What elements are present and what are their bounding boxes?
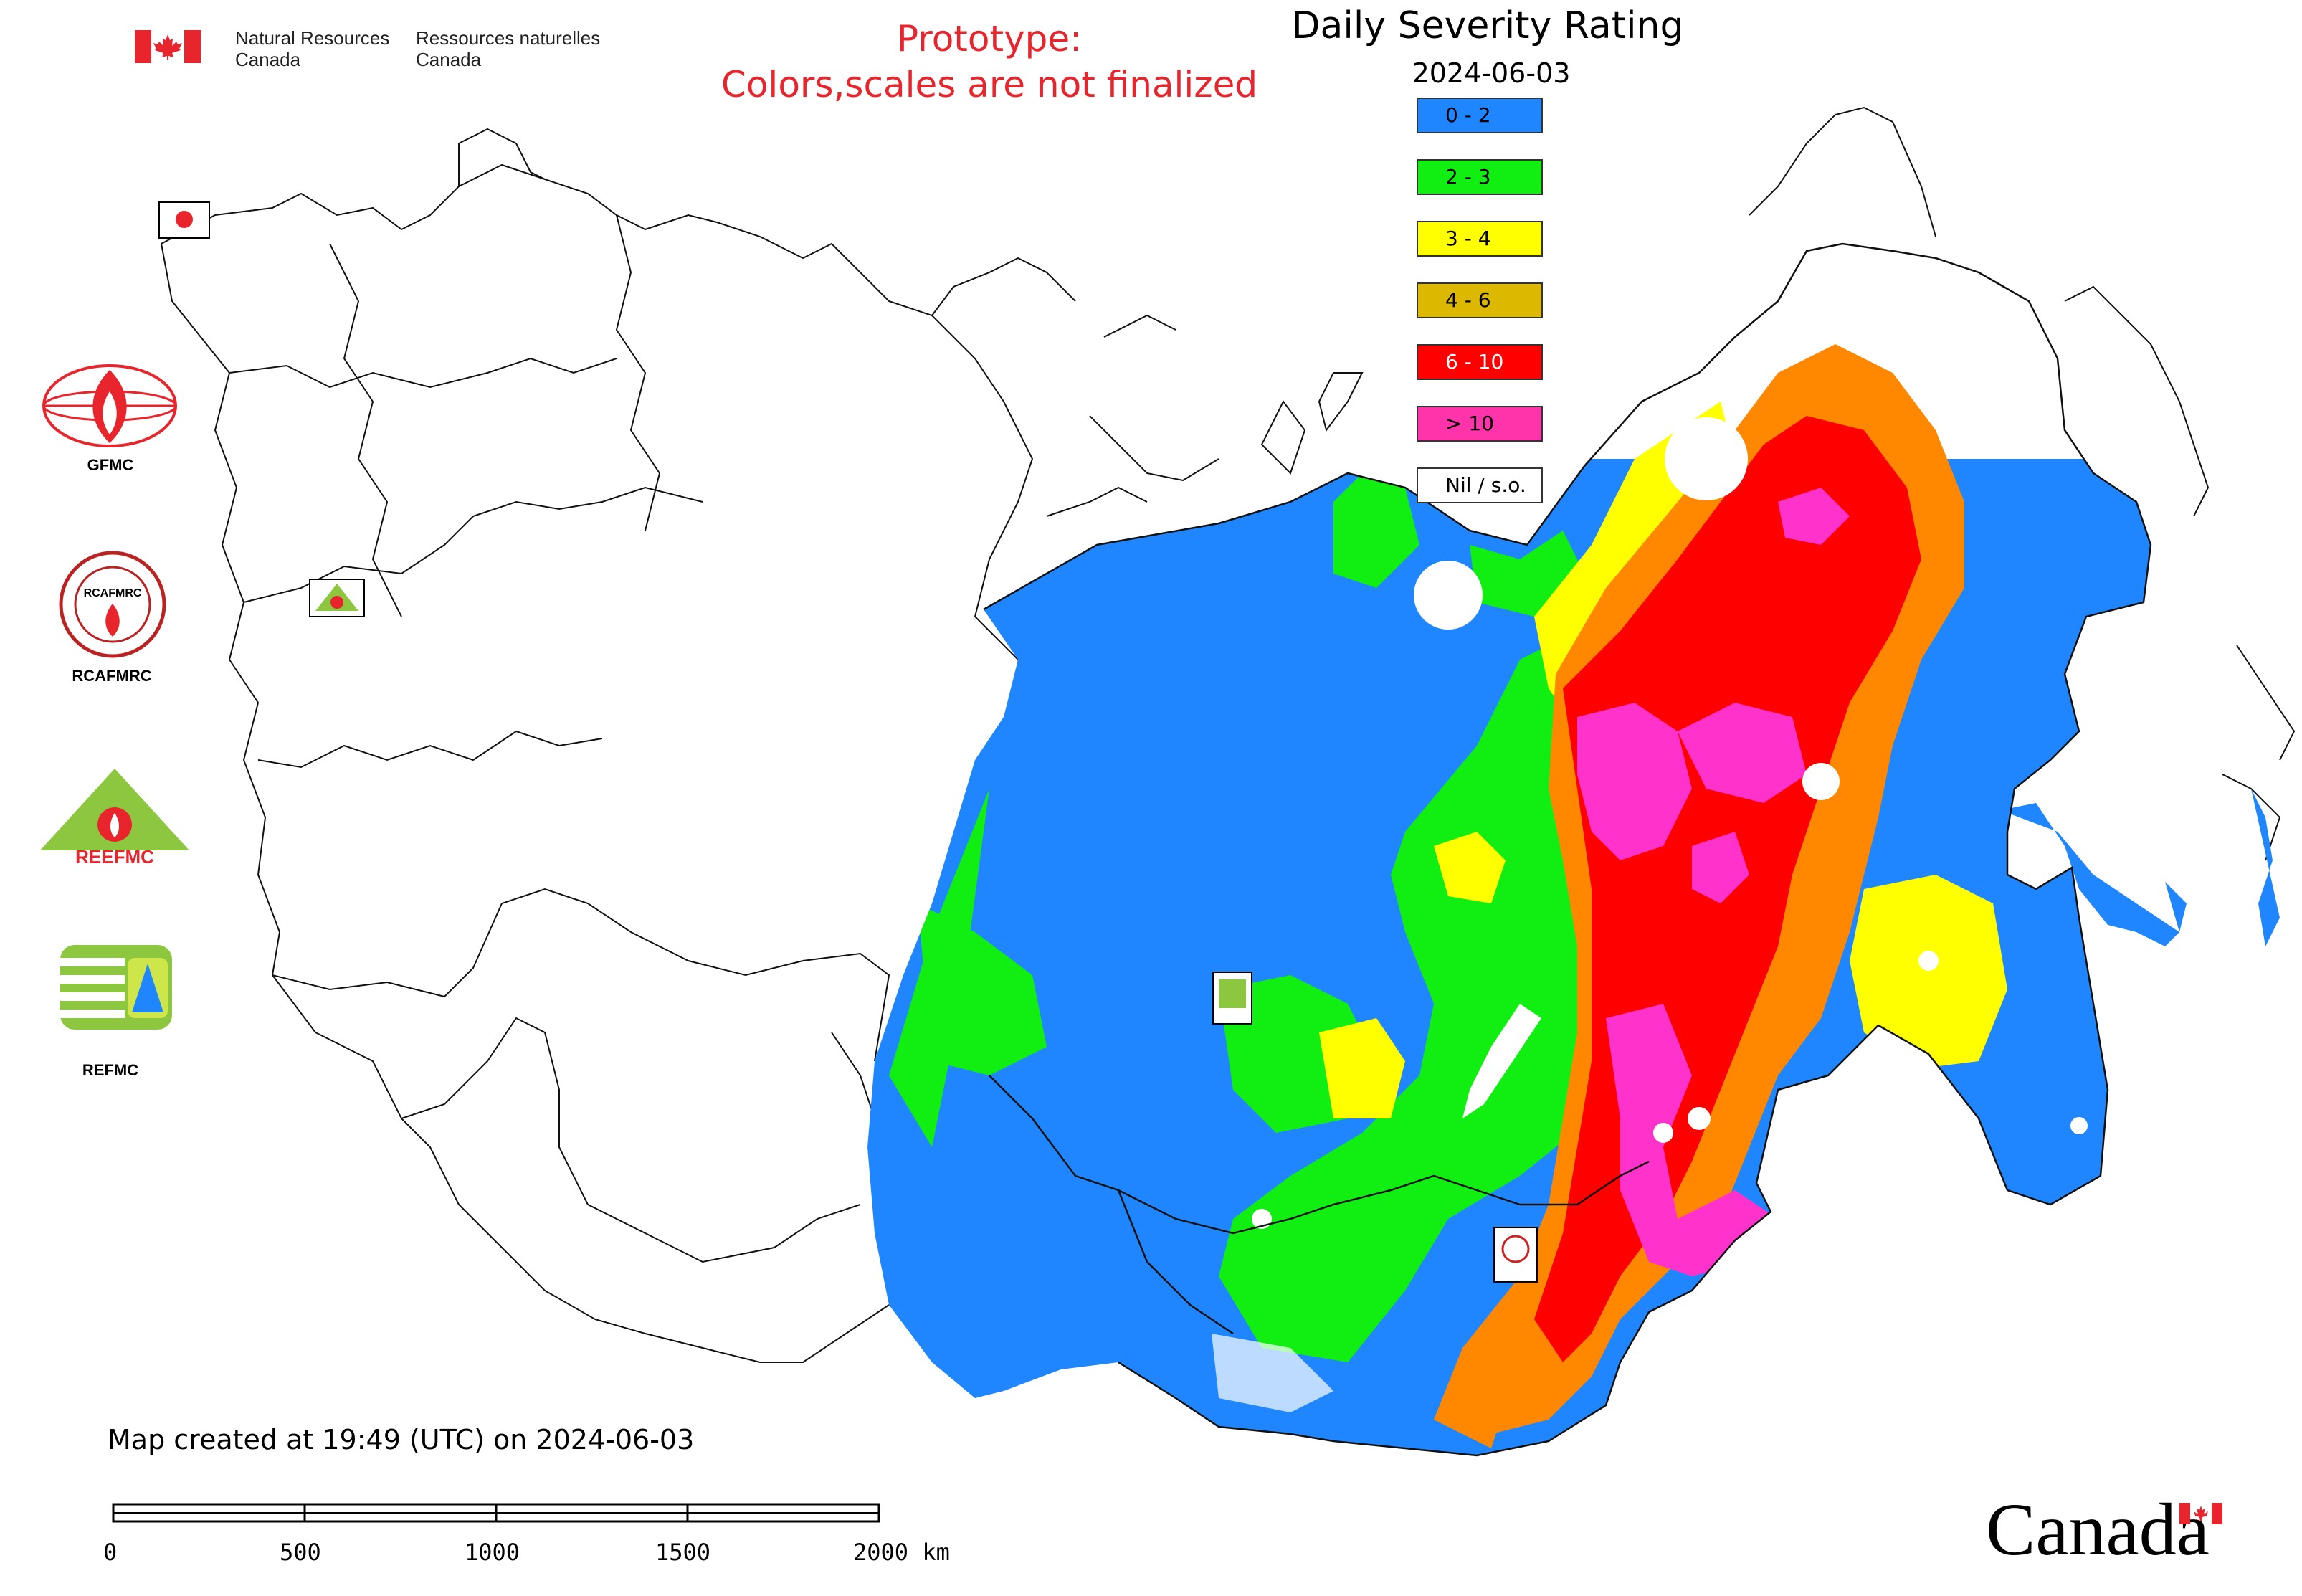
legend-item-gt-10: > 10 xyxy=(1417,406,1543,442)
nrcan-signature: Natural Resources Canada Ressources natu… xyxy=(135,27,608,77)
rcafmrc-label: RCAFMRC xyxy=(72,667,152,685)
legend-item-nil: Nil / s.o. xyxy=(1417,467,1543,503)
canada-flag-icon xyxy=(135,30,201,63)
legend-item-0-2: 0 - 2 xyxy=(1417,98,1543,133)
canada-wordmark: Canada xyxy=(1986,1488,2210,1571)
legend-item-6-10: 6 - 10 xyxy=(1417,344,1543,380)
station-markers xyxy=(158,201,1538,1283)
rcafmrc-logo: RCAFMRC xyxy=(59,551,166,658)
offshore-islands xyxy=(2000,789,2280,946)
gfmc-logo xyxy=(42,364,177,447)
marker-rcafmrc[interactable] xyxy=(1493,1227,1538,1283)
org-en-line2: Canada xyxy=(235,49,301,70)
wordmark-flag-icon xyxy=(2179,1503,2222,1524)
legend-item-2-3: 2 - 3 xyxy=(1417,159,1543,195)
map-created-timestamp: Map created at 19:49 (UTC) on 2024-06-03 xyxy=(108,1424,695,1455)
scale-tick-2000: 2000 km xyxy=(853,1539,950,1566)
org-fr-line1: Ressources naturelles xyxy=(416,27,601,49)
legend-item-4-6: 4 - 6 xyxy=(1417,282,1543,318)
org-name-en: Natural Resources Canada xyxy=(235,27,389,70)
reefmc-wordmark: REEFMC xyxy=(75,846,154,866)
scale-bar: 0 500 1000 1500 2000 km xyxy=(93,1498,982,1577)
scale-bar-graphic xyxy=(112,1503,880,1523)
refmc-label: REFMC xyxy=(82,1061,139,1079)
severity-raster xyxy=(867,344,2151,1455)
legend: 0 - 2 2 - 3 3 - 4 4 - 6 6 - 10 > 10 Nil … xyxy=(1417,98,1546,513)
org-en-line1: Natural Resources xyxy=(235,27,390,49)
scale-tick-1500: 1500 xyxy=(655,1539,711,1566)
reefmc-logo: REEFMC xyxy=(40,769,189,866)
org-name-fr: Ressources naturelles Canada xyxy=(416,27,600,70)
scale-tick-500: 500 xyxy=(280,1539,321,1566)
scale-tick-0: 0 xyxy=(103,1539,118,1566)
map-title: Daily Severity Rating xyxy=(1291,4,1684,47)
org-fr-line2: Canada xyxy=(416,49,482,70)
rcafmrc-inner-text: RCAFMRC xyxy=(84,587,142,599)
prototype-line1: Prototype: xyxy=(896,18,1083,60)
scale-tick-1000: 1000 xyxy=(465,1539,520,1566)
legend-item-3-4: 3 - 4 xyxy=(1417,221,1543,257)
prototype-notice: Prototype: Colors,scales are not finaliz… xyxy=(631,16,1348,108)
prototype-line2: Colors,scales are not finalized xyxy=(720,64,1258,105)
refmc-logo xyxy=(60,945,172,1030)
gfmc-label: GFMC xyxy=(87,456,134,474)
region-outlines xyxy=(161,106,2296,1363)
map-date: 2024-06-03 xyxy=(1412,57,1571,89)
data-outlines xyxy=(983,242,2152,1457)
